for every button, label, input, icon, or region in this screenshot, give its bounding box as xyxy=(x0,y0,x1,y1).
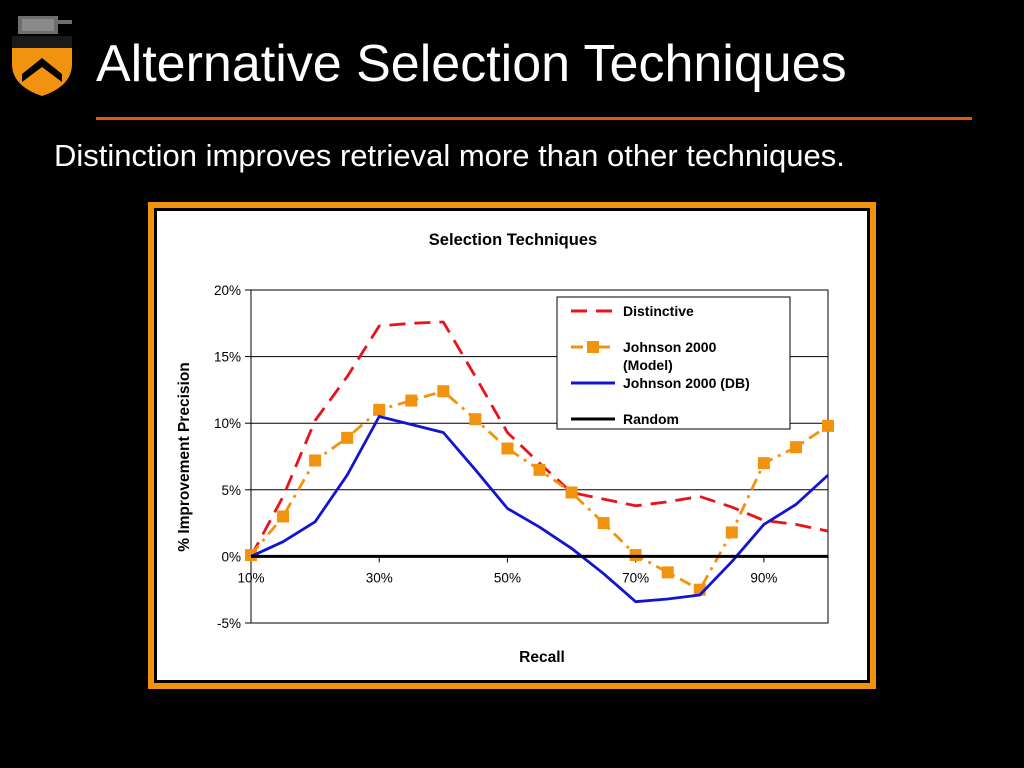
legend-box xyxy=(556,296,791,430)
data-point-marker xyxy=(565,486,578,499)
series-line-0 xyxy=(249,320,829,558)
data-point-marker xyxy=(789,441,802,454)
y-tick-label: 5% xyxy=(221,483,241,498)
data-point-marker xyxy=(661,566,674,579)
data-point-marker xyxy=(341,431,354,444)
data-point-marker xyxy=(277,510,290,523)
x-tick-label: 50% xyxy=(494,570,521,585)
data-point-marker xyxy=(437,385,450,398)
data-point-marker xyxy=(309,454,322,467)
legend-label: Johnson 2000 xyxy=(623,339,717,355)
data-point-marker xyxy=(822,419,834,432)
data-point-marker xyxy=(533,463,546,476)
y-tick-label: -5% xyxy=(217,616,241,631)
chart-title: Selection Techniques xyxy=(429,231,597,249)
university-shield-icon xyxy=(8,14,76,98)
data-point-marker xyxy=(373,403,386,416)
y-tick-label: 15% xyxy=(214,350,241,365)
y-tick-label: 10% xyxy=(214,416,241,431)
data-point-marker xyxy=(469,413,482,426)
x-axis-title: Recall xyxy=(519,649,565,666)
x-tick-label: 10% xyxy=(237,570,264,585)
legend-label: Johnson 2000 (DB) xyxy=(623,375,750,391)
title-divider xyxy=(96,117,972,120)
legend-marker xyxy=(587,341,599,353)
legend-label: (Model) xyxy=(623,357,673,373)
legend-label: Random xyxy=(623,411,679,427)
line-chart: Selection Techniques % Improvement Preci… xyxy=(176,231,834,666)
data-point-marker xyxy=(725,526,738,539)
chart-panel: Selection Techniques % Improvement Preci… xyxy=(157,211,867,680)
data-point-marker xyxy=(757,457,770,470)
series-line-2 xyxy=(250,415,829,604)
x-tick-label: 90% xyxy=(750,570,777,585)
slide-title: Alternative Selection Techniques xyxy=(96,35,847,93)
data-point-marker xyxy=(501,442,514,455)
y-tick-label: 0% xyxy=(221,549,241,564)
y-axis-title: % Improvement Precision xyxy=(176,362,193,552)
slide-subtitle: Distinction improves retrieval more than… xyxy=(54,138,845,173)
x-tick-label: 70% xyxy=(622,570,649,585)
legend-label: Distinctive xyxy=(623,303,694,319)
y-tick-label: 20% xyxy=(214,283,241,298)
plot-area xyxy=(250,289,829,624)
x-tick-label: 30% xyxy=(366,570,393,585)
chart-frame: Selection Techniques % Improvement Preci… xyxy=(148,202,876,689)
data-point-marker xyxy=(597,517,610,530)
data-point-marker xyxy=(405,394,418,407)
